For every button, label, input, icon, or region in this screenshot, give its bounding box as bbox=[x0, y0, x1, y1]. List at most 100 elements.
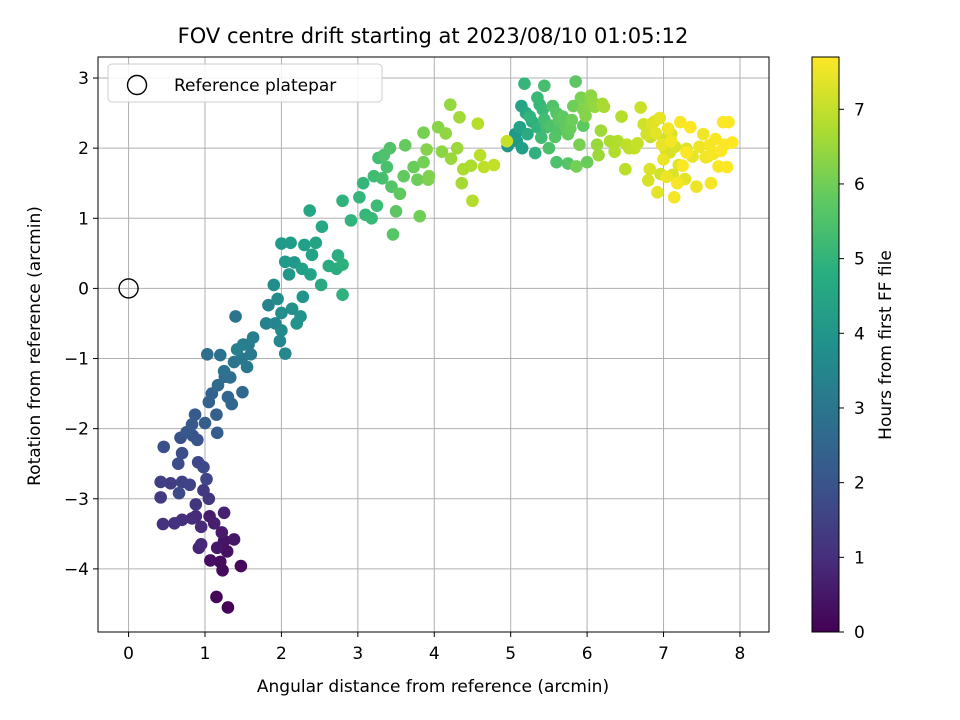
data-point bbox=[641, 174, 655, 187]
data-point bbox=[538, 79, 551, 93]
data-point bbox=[220, 545, 234, 558]
data-point bbox=[634, 101, 647, 114]
colorbar-tick-label: 6 bbox=[854, 175, 865, 195]
data-point bbox=[285, 302, 299, 316]
y-tick-label: −2 bbox=[64, 420, 89, 440]
data-point bbox=[344, 214, 358, 227]
data-point bbox=[594, 124, 608, 137]
x-tick-label: 0 bbox=[123, 644, 134, 664]
x-tick-label: 1 bbox=[200, 644, 211, 664]
data-point bbox=[210, 426, 224, 440]
data-point bbox=[370, 199, 384, 212]
data-point bbox=[567, 99, 580, 113]
legend-label-reference: Reference platepar bbox=[174, 76, 336, 96]
data-point bbox=[521, 127, 534, 141]
data-point bbox=[531, 91, 544, 104]
data-point bbox=[680, 146, 693, 159]
chart-title: FOV centre drift starting at 2023/08/10 … bbox=[178, 24, 689, 48]
data-point bbox=[191, 433, 204, 447]
x-axis-label: Angular distance from reference (arcmin) bbox=[257, 677, 609, 697]
data-point bbox=[365, 211, 378, 225]
data-point bbox=[720, 160, 734, 174]
data-point bbox=[210, 590, 223, 604]
data-point bbox=[722, 115, 735, 129]
data-point bbox=[523, 110, 537, 123]
data-point bbox=[542, 141, 556, 155]
data-point bbox=[336, 288, 349, 302]
reference-platepar-marker bbox=[118, 278, 139, 299]
x-tick-label: 2 bbox=[276, 644, 287, 664]
colorbar-tick-label: 7 bbox=[854, 100, 865, 120]
data-point bbox=[303, 204, 316, 217]
scatter-points bbox=[118, 75, 739, 614]
data-point bbox=[189, 498, 203, 511]
data-point bbox=[518, 77, 531, 90]
data-point bbox=[275, 237, 288, 250]
data-point bbox=[534, 131, 548, 144]
data-point bbox=[444, 152, 458, 165]
data-point bbox=[262, 298, 275, 312]
data-point bbox=[579, 109, 592, 123]
data-point bbox=[407, 160, 420, 174]
data-point bbox=[548, 130, 562, 144]
data-point bbox=[215, 526, 229, 539]
data-point bbox=[267, 278, 281, 292]
data-point bbox=[275, 306, 288, 320]
data-point bbox=[592, 148, 605, 162]
colorbar-tick-label: 5 bbox=[854, 250, 865, 270]
data-point bbox=[304, 268, 317, 281]
data-point bbox=[278, 347, 292, 360]
data-point bbox=[185, 512, 199, 525]
data-point bbox=[229, 310, 242, 323]
y-tick-label: −1 bbox=[64, 350, 89, 370]
data-point bbox=[217, 364, 231, 378]
data-point bbox=[157, 440, 171, 454]
data-point bbox=[398, 139, 412, 152]
data-point bbox=[305, 248, 319, 262]
data-point bbox=[204, 554, 217, 567]
data-point bbox=[550, 155, 563, 169]
colorbar-ticks: 0 1 2 3 4 5 6 7 bbox=[839, 100, 865, 643]
data-point bbox=[273, 334, 287, 348]
data-point bbox=[651, 186, 664, 199]
data-point bbox=[667, 190, 681, 204]
data-point bbox=[210, 541, 224, 555]
y-axis-label: Rotation from reference (arcmin) bbox=[25, 206, 45, 486]
data-point bbox=[336, 194, 349, 208]
data-point bbox=[175, 446, 189, 460]
data-point bbox=[477, 160, 491, 174]
data-point bbox=[674, 115, 687, 129]
y-tick-label: −4 bbox=[64, 560, 89, 580]
colorbar-tick-label: 0 bbox=[854, 623, 865, 643]
data-point bbox=[259, 317, 273, 330]
data-point bbox=[290, 317, 304, 330]
data-point bbox=[435, 145, 449, 158]
y-tick-label: 0 bbox=[78, 279, 89, 299]
colorbar: 0 1 2 3 4 5 6 7 Hours from first FF file bbox=[811, 56, 896, 643]
data-point bbox=[464, 159, 478, 172]
y-axis-ticks: −4 −3 −2 −1 0 1 2 3 bbox=[64, 69, 98, 580]
data-point bbox=[213, 555, 227, 569]
data-point bbox=[197, 460, 210, 474]
legend: Reference platepar bbox=[107, 63, 383, 103]
data-point bbox=[709, 132, 722, 146]
data-point bbox=[314, 278, 328, 292]
data-point bbox=[536, 103, 550, 116]
data-point bbox=[298, 238, 311, 252]
data-point bbox=[296, 290, 310, 304]
data-point bbox=[244, 348, 258, 361]
data-point bbox=[309, 236, 323, 250]
data-point bbox=[726, 136, 739, 149]
data-point bbox=[225, 397, 239, 411]
data-point bbox=[156, 517, 170, 531]
data-point bbox=[168, 517, 181, 530]
data-point bbox=[385, 180, 398, 194]
data-point bbox=[172, 486, 186, 500]
y-tick-label: 2 bbox=[78, 139, 89, 159]
data-point bbox=[649, 127, 663, 140]
data-point bbox=[207, 517, 221, 530]
data-point bbox=[570, 160, 583, 173]
data-point bbox=[227, 533, 241, 546]
data-point bbox=[576, 119, 590, 133]
